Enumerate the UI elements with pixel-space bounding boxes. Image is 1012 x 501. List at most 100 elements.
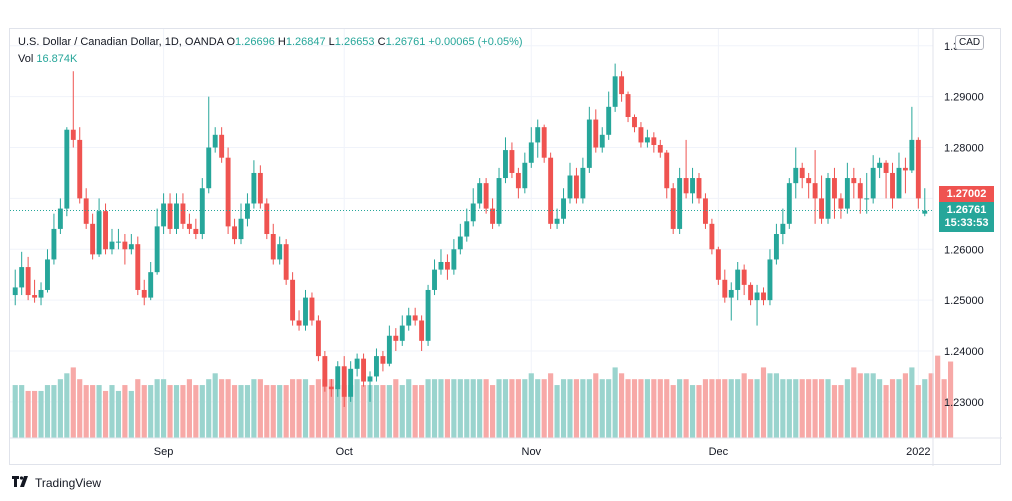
- candle: [715, 246, 721, 285]
- volume-bar: [573, 379, 580, 438]
- candle-body: [509, 150, 515, 173]
- candle-body: [335, 366, 341, 390]
- candle: [322, 351, 328, 392]
- x-tick-label: Sep: [154, 446, 174, 458]
- candle-body: [554, 218, 560, 224]
- candle-body: [657, 144, 663, 153]
- x-tick-label: Dec: [709, 446, 729, 458]
- candle: [303, 289, 308, 331]
- volume-bar: [864, 373, 870, 438]
- candle-body: [367, 376, 373, 382]
- candle-body: [580, 167, 586, 199]
- volume-bar: [122, 385, 128, 438]
- candle-body: [412, 315, 418, 321]
- y-tick-label: 1.24000: [944, 346, 984, 358]
- candle-body: [528, 142, 534, 163]
- candle: [341, 356, 347, 407]
- candle-body: [586, 119, 592, 168]
- candle: [232, 218, 238, 245]
- volume-bar: [728, 379, 734, 438]
- volume-bar: [696, 385, 702, 438]
- candle: [264, 198, 270, 240]
- currency-badge[interactable]: CAD: [955, 35, 985, 50]
- candle: [32, 279, 38, 303]
- candle-body: [683, 178, 689, 194]
- candle-body: [393, 335, 399, 341]
- candle-body: [238, 218, 244, 240]
- candle: [296, 310, 302, 331]
- candle-body: [606, 106, 612, 135]
- volume-bar: [580, 379, 586, 438]
- volume-bar: [173, 385, 180, 438]
- volume-bar: [12, 385, 18, 438]
- candle: [64, 127, 70, 217]
- volume-bar: [148, 385, 154, 438]
- volume-bar: [586, 379, 592, 438]
- candle: [225, 147, 231, 235]
- candle-body: [780, 223, 786, 235]
- candle: [109, 228, 115, 255]
- volume-bar: [231, 385, 238, 438]
- symbol-title[interactable]: U.S. Dollar / Canadian Dollar, 1D, OANDA: [18, 36, 224, 48]
- volume-bar: [935, 355, 941, 438]
- candle: [374, 348, 379, 382]
- volume-bar: [664, 379, 670, 438]
- candle: [677, 167, 683, 235]
- candle-body: [541, 127, 547, 158]
- candle: [45, 249, 50, 293]
- volume-legend: Vol 16.874K: [18, 53, 77, 65]
- candle: [328, 378, 334, 397]
- volume-bar: [96, 385, 102, 438]
- candle: [477, 178, 483, 209]
- volume-label[interactable]: Vol: [18, 53, 34, 65]
- candle: [354, 353, 360, 377]
- candle-body: [277, 244, 283, 260]
- volume-bar: [464, 379, 470, 438]
- volume-bar: [502, 379, 509, 438]
- volume-bar: [412, 385, 418, 438]
- candle-body: [838, 198, 844, 209]
- candle-body: [786, 183, 792, 224]
- x-tick-label: Oct: [336, 446, 353, 458]
- volume-bar: [528, 373, 534, 438]
- candle-body: [135, 244, 141, 290]
- volume-bar: [702, 379, 709, 438]
- candle-body: [612, 76, 618, 107]
- volume-bar: [451, 379, 457, 438]
- candle-body: [154, 226, 160, 273]
- tradingview-logo[interactable]: TradingView: [12, 475, 101, 490]
- volume-bar: [567, 379, 573, 438]
- volume-bar: [683, 379, 689, 438]
- volume-bar: [741, 373, 747, 438]
- price-axis[interactable]: 1.300001.290001.280001.270001.260001.250…: [932, 29, 984, 466]
- volume-bar: [141, 385, 147, 438]
- candle: [670, 183, 676, 235]
- candle: [90, 213, 96, 260]
- volume-bar: [560, 379, 567, 438]
- price-chart[interactable]: 1.300001.290001.280001.270001.260001.250…: [10, 29, 1002, 466]
- candle-body: [322, 356, 328, 387]
- candle: [361, 353, 367, 387]
- candle-body: [915, 139, 921, 199]
- candle: [625, 91, 631, 123]
- candle: [728, 282, 734, 321]
- candle: [909, 106, 915, 173]
- candle-body: [57, 208, 63, 229]
- candle-body: [477, 183, 483, 204]
- time-axis[interactable]: SepOctNovDec2022Feb: [10, 437, 1002, 458]
- high-label: H: [277, 36, 286, 48]
- candle: [896, 152, 902, 199]
- candle-body: [199, 188, 205, 235]
- candle: [902, 157, 908, 194]
- candle: [748, 282, 754, 306]
- candle-body: [832, 178, 837, 199]
- volume-bar: [367, 385, 373, 438]
- candle-body: [361, 358, 367, 382]
- volume-bar: [154, 379, 160, 438]
- candle: [38, 282, 44, 306]
- candle-body: [722, 279, 728, 298]
- volume-bar: [244, 385, 251, 438]
- volume-bar: [786, 379, 792, 438]
- volume-bar: [257, 379, 263, 438]
- candle: [57, 198, 63, 235]
